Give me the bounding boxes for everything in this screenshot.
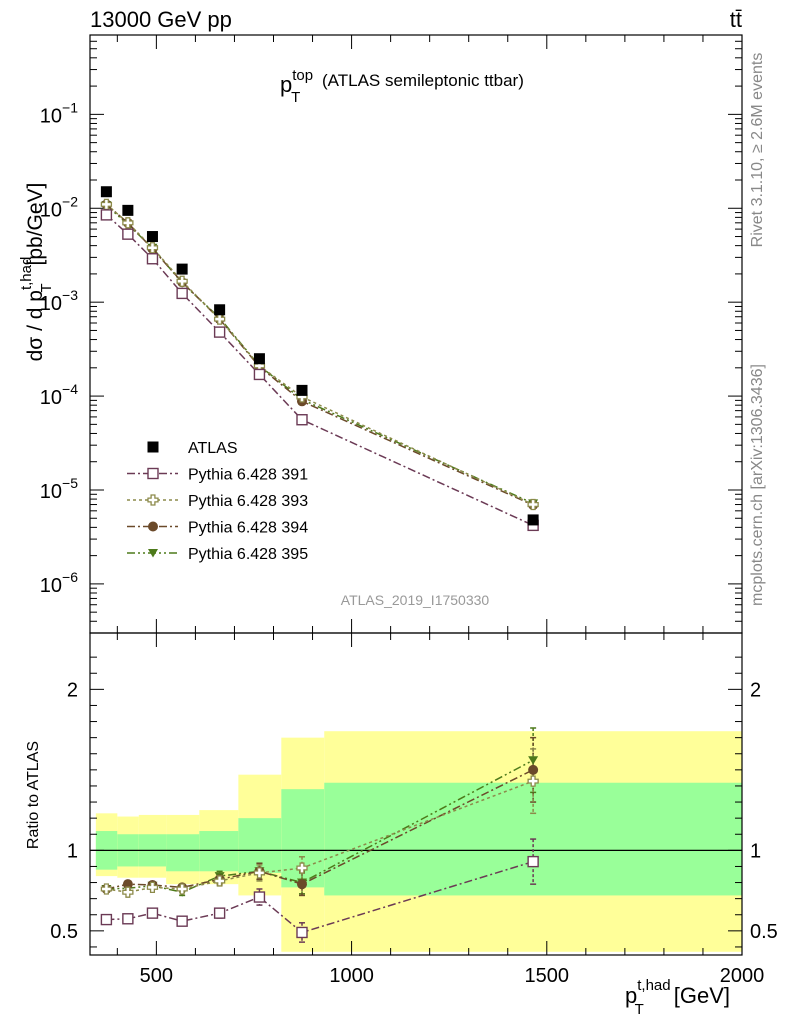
legend-label-p395: Pythia 6.428 395 bbox=[188, 546, 308, 563]
point-p391 bbox=[253, 368, 266, 381]
energy-label: 13000 GeV pp bbox=[90, 7, 232, 32]
process-label: tt̄ bbox=[730, 7, 742, 32]
series-line-p393 bbox=[105, 203, 534, 506]
point-p391 bbox=[176, 287, 188, 300]
ratio-point-p391 bbox=[213, 907, 226, 919]
point-p393 bbox=[176, 275, 188, 287]
point-p391 bbox=[122, 228, 134, 240]
legend-marker-p391 bbox=[147, 467, 159, 480]
ratio-ytick-label: 1 bbox=[67, 840, 78, 862]
ratio-point-p393 bbox=[527, 775, 539, 787]
main-title: ptop T bbox=[280, 67, 313, 106]
point-p391 bbox=[296, 414, 308, 426]
ratio-line-p394 bbox=[106, 769, 534, 890]
ratio-line-p395 bbox=[106, 759, 534, 893]
ratio-ytick-label: 2 bbox=[67, 679, 78, 701]
point-atlas bbox=[214, 304, 226, 316]
point-atlas bbox=[253, 353, 265, 365]
point-atlas bbox=[296, 384, 308, 396]
main-axis-ticks: 10−1 10−2 10−3 10−4 10−5 10−6 bbox=[40, 35, 743, 634]
legend-marker-p395 bbox=[148, 549, 158, 558]
ratio-point-p393 bbox=[100, 883, 113, 895]
uncertainty-bands bbox=[95, 731, 742, 952]
ratio-point-p393 bbox=[213, 875, 226, 887]
ratio-point-p393 bbox=[296, 862, 308, 874]
ratio-line-p391 bbox=[106, 860, 534, 934]
legend-label-p393: Pythia 6.428 393 bbox=[188, 493, 308, 510]
ratio-point-p394 bbox=[528, 764, 539, 775]
ratio-point-p395 bbox=[528, 756, 539, 765]
ratio-ylabel: Ratio to ATLAS bbox=[25, 741, 42, 849]
rivet-label: Rivet 3.1.10, ≥ 2.6M events bbox=[749, 53, 766, 248]
ytick-label: 10−4 bbox=[40, 381, 78, 409]
ratio-panel: 0.5 0.5 1 1 2 2 500 1000 1500 2000 Ratio to ATLAS… bbox=[25, 632, 778, 1018]
ytick-label: 10−5 bbox=[40, 475, 78, 503]
xtick-label: 500 bbox=[140, 965, 173, 987]
main-frame bbox=[89, 34, 743, 634]
point-atlas bbox=[146, 231, 158, 243]
main-series-layer bbox=[100, 186, 539, 532]
legend-marker-atlas bbox=[147, 441, 159, 453]
main-title-rest: (ATLAS semileptonic ttbar) bbox=[322, 71, 524, 90]
ratio-series-layer bbox=[100, 727, 539, 943]
ytick-label: 10−6 bbox=[40, 569, 78, 597]
ratio-point-p391 bbox=[527, 855, 539, 868]
series-line-p391 bbox=[105, 214, 534, 527]
main-panel: 10−1 10−2 10−3 10−4 10−5 10−6 ptop T (ATLAS se… bbox=[18, 34, 743, 634]
ratio-point-p391 bbox=[296, 926, 308, 939]
ytick-label: 10−3 bbox=[40, 287, 78, 315]
band-inner bbox=[199, 831, 239, 872]
ratio-point-p391 bbox=[253, 891, 266, 903]
legend-marker-p394 bbox=[148, 521, 158, 532]
ratio-point-p394 bbox=[296, 879, 307, 890]
ratio-point-p393 bbox=[122, 886, 134, 898]
legend: ATLAS Pythia 6.428 391 Pythia 6.428 393 Pyt… bbox=[127, 440, 308, 563]
point-p391 bbox=[146, 253, 159, 265]
band-inner bbox=[166, 834, 200, 872]
ratio-point-p391 bbox=[122, 913, 134, 925]
ratio-point-p391 bbox=[100, 913, 113, 926]
xtick-label: 1500 bbox=[525, 965, 570, 987]
xtick-label: 1000 bbox=[329, 965, 374, 987]
point-p393 bbox=[146, 242, 159, 254]
xtick-label: 2000 bbox=[720, 965, 765, 987]
point-p393 bbox=[527, 498, 539, 511]
ratio-point-p393 bbox=[176, 883, 188, 895]
ratio-ytick-label-right: 0.5 bbox=[750, 921, 778, 943]
analysis-label: ATLAS_2019_I1750330 bbox=[341, 592, 490, 608]
point-atlas bbox=[176, 263, 188, 275]
legend-label-atlas: ATLAS bbox=[188, 440, 238, 457]
point-p393 bbox=[122, 217, 134, 229]
ratio-ytick-label-right: 1 bbox=[750, 840, 761, 862]
legend-label-p394: Pythia 6.428 394 bbox=[188, 520, 308, 537]
point-p391 bbox=[100, 209, 113, 221]
point-atlas bbox=[100, 186, 112, 198]
ratio-point-p391 bbox=[176, 915, 188, 927]
series-line-p395 bbox=[105, 204, 534, 505]
point-p393 bbox=[213, 313, 226, 325]
legend-label-p391: Pythia 6.428 391 bbox=[188, 467, 308, 484]
ytick-label: 10−1 bbox=[40, 99, 78, 127]
main-ylabel: dσ / d pt,had T[pb/GeV] bbox=[18, 183, 55, 362]
ratio-axis-ticks: 0.5 0.5 1 1 2 2 500 1000 1500 2000 bbox=[50, 633, 778, 987]
ratio-point-p391 bbox=[146, 907, 159, 919]
mcplots-label: mcplots.cern.ch [arXiv:1306.3436] bbox=[749, 364, 766, 606]
point-p391 bbox=[213, 326, 226, 338]
ratio-xlabel: pt,had T[GeV] bbox=[625, 977, 730, 1018]
point-atlas bbox=[527, 514, 539, 526]
point-atlas bbox=[122, 204, 134, 216]
ytick-label: 10−2 bbox=[40, 193, 78, 221]
ratio-point-p393 bbox=[146, 881, 159, 894]
ratio-frame bbox=[89, 632, 743, 956]
ratio-point-p393 bbox=[253, 867, 266, 879]
legend-marker-p393 bbox=[147, 494, 159, 506]
ratio-ytick-label: 0.5 bbox=[50, 921, 78, 943]
ratio-ytick-label-right: 2 bbox=[750, 679, 761, 701]
series-line-p394 bbox=[105, 203, 534, 506]
